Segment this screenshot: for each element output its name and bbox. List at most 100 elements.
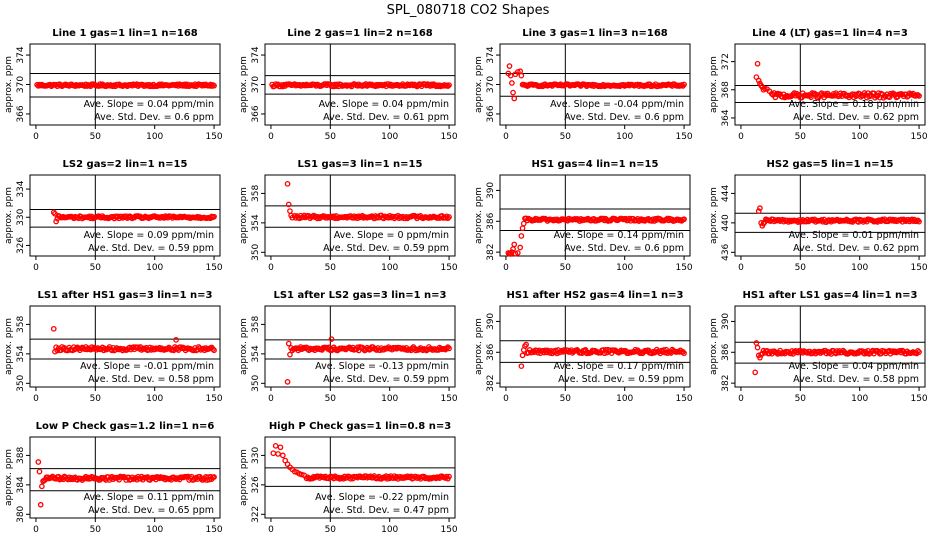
y-tick-label: 370 [486, 76, 496, 93]
x-tick-label: 50 [325, 132, 337, 142]
data-points [518, 341, 687, 370]
data-points [34, 81, 217, 90]
plot-frame [29, 436, 221, 519]
data-points [753, 60, 922, 101]
data-point [752, 369, 759, 376]
y-tick-label: 368 [721, 81, 731, 98]
panel-title: Line 2 gas=1 lin=2 n=168 [287, 28, 433, 39]
slope-stat: Ave. Slope = 0.04 ppm/min [84, 99, 214, 110]
stddev-stat: Ave. Std. Dev. = 0.47 ppm [323, 505, 449, 516]
y-tick-label: 436 [721, 243, 731, 260]
panel-title: LS1 gas=3 lin=1 n=15 [298, 159, 423, 170]
plot-frame [29, 305, 221, 388]
y-tick-label: 366 [16, 105, 26, 122]
y-tick-label: 370 [16, 76, 26, 93]
slope-stat: Ave. Slope = -0.13 ppm/min [315, 361, 449, 372]
data-point [446, 473, 452, 480]
figure-title: SPL_080718 CO2 Shapes [387, 3, 550, 18]
data-points [284, 180, 452, 222]
data-point [509, 80, 515, 86]
y-tick-label: 350 [251, 243, 261, 260]
x-tick-label: 50 [90, 394, 102, 404]
stddev-stat: Ave. Std. Dev. = 0.61 ppm [323, 112, 449, 123]
slope-stat: Ave. Slope = 0.01 ppm/min [789, 230, 919, 241]
x-tick-label: 0 [268, 394, 274, 404]
x-tick-label: 150 [205, 394, 222, 404]
y-tick-label: 444 [721, 185, 731, 202]
y-tick-label: 386 [721, 343, 731, 360]
y-axis-label: approx. ppm [239, 187, 249, 244]
x-tick-label: 50 [560, 132, 572, 142]
data-points [50, 209, 217, 225]
x-tick-label: 0 [738, 394, 744, 404]
y-tick-label: 390 [486, 182, 496, 199]
y-axis-label: approx. ppm [4, 187, 14, 244]
data-point [328, 336, 335, 342]
panel-title: HS1 gas=4 lin=1 n=15 [532, 159, 659, 170]
data-point [84, 83, 90, 89]
y-axis-label: approx. ppm [4, 318, 14, 375]
data-point [754, 60, 761, 67]
data-point [285, 201, 292, 208]
data-point [681, 350, 687, 357]
x-tick-label: 0 [268, 132, 274, 142]
y-axis-label: approx. ppm [4, 56, 14, 113]
x-tick-label: 0 [503, 263, 509, 273]
data-point [446, 214, 452, 220]
y-tick-label: 354 [251, 345, 261, 362]
panel: HS1 after LS1 gas=4 lin=1 n=3 0 50 100 150 38… [709, 290, 928, 404]
data-point [446, 345, 452, 352]
x-tick-label: 100 [381, 132, 398, 142]
data-point [287, 351, 293, 358]
data-point [518, 233, 525, 239]
panel-title: LS1 after LS2 gas=3 lin=1 n=3 [273, 290, 446, 301]
stddev-stat: Ave. Std. Dev. = 0.58 ppm [793, 374, 919, 385]
data-point [510, 89, 516, 96]
data-point [915, 217, 921, 224]
plot-frame [734, 43, 926, 126]
x-tick-label: 0 [33, 263, 39, 273]
data-point [754, 344, 761, 351]
panel: HS2 gas=5 lin=1 n=15 0 50 100 150 436 440 444ap… [709, 159, 928, 273]
data-point [916, 93, 922, 99]
data-point [53, 218, 59, 225]
data-point [755, 208, 762, 214]
x-tick-label: 150 [910, 394, 927, 404]
x-tick-label: 150 [440, 263, 457, 273]
slope-stat: Ave. Slope = 0.04 ppm/min [319, 99, 449, 110]
data-point [511, 95, 518, 102]
x-tick-label: 150 [675, 263, 692, 273]
data-point [208, 83, 215, 89]
data-point [916, 218, 922, 225]
data-point [426, 215, 432, 221]
y-axis-label: approx. ppm [239, 449, 249, 506]
y-tick-label: 366 [486, 105, 496, 122]
slope-stat: Ave. Slope = 0.09 ppm/min [84, 230, 214, 241]
y-tick-label: 366 [251, 105, 261, 122]
panel-title: Low P Check gas=1.2 lin=1 n=6 [36, 421, 215, 432]
x-tick-label: 50 [90, 263, 102, 273]
y-tick-label: 384 [16, 476, 26, 493]
y-tick-label: 390 [721, 313, 731, 330]
x-tick-label: 0 [738, 263, 744, 273]
x-tick-label: 100 [851, 263, 868, 273]
x-tick-label: 100 [146, 263, 163, 273]
plot-frame [499, 174, 691, 257]
data-point [753, 340, 760, 346]
data-point [279, 452, 286, 459]
y-axis-label: approx. ppm [474, 56, 484, 113]
y-tick-label: 354 [16, 345, 26, 362]
x-tick-label: 50 [325, 263, 337, 273]
slope-stat: Ave. Slope = 0.11 ppm/min [84, 492, 214, 503]
y-tick-label: 322 [251, 506, 261, 523]
panel-title: High P Check gas=1 lin=0.8 n=3 [269, 421, 451, 432]
slope-stat: Ave. Slope = -0.22 ppm/min [315, 492, 449, 503]
x-tick-label: 0 [33, 525, 39, 535]
x-tick-label: 50 [325, 394, 337, 404]
panel: High P Check gas=1 lin=0.8 n=3 0 50 100 150 3… [239, 421, 458, 535]
plot-frame [264, 305, 456, 388]
x-tick-label: 0 [33, 394, 39, 404]
data-point [853, 350, 859, 357]
y-tick-label: 370 [251, 76, 261, 93]
slope-stat: Ave. Slope = 0 ppm/min [334, 230, 449, 241]
